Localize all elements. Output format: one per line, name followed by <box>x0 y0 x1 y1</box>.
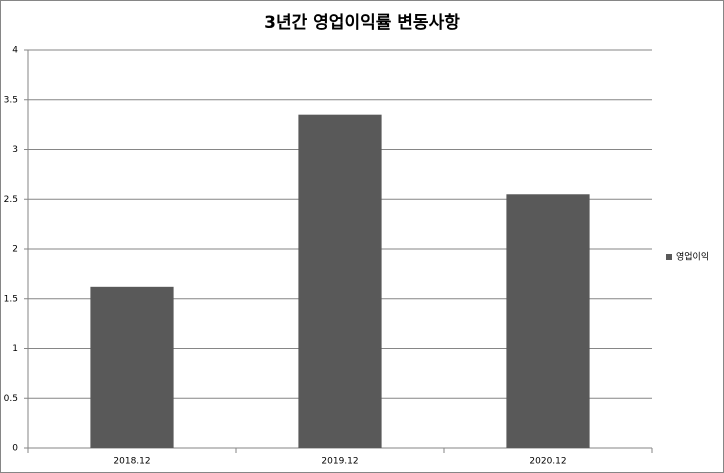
y-tick-label: 2 <box>12 245 18 255</box>
y-tick-label: 0 <box>12 444 18 454</box>
bar <box>506 194 590 448</box>
chart-title: 3년간 영업이익률 변동사항 <box>264 12 460 33</box>
y-tick-label: 1 <box>12 344 18 354</box>
y-tick-label: 0.5 <box>4 394 18 404</box>
x-tick-label: 2018.12 <box>113 457 150 467</box>
y-tick-label: 2.5 <box>4 195 18 205</box>
y-tick-label: 1.5 <box>4 294 18 304</box>
y-tick-label: 4 <box>12 46 18 56</box>
legend-swatch <box>666 254 672 260</box>
y-tick-label: 3 <box>12 145 18 155</box>
bar <box>298 114 382 449</box>
x-tick-label: 2020.12 <box>529 457 566 467</box>
legend-label: 영업이익 <box>676 251 709 263</box>
x-tick-label: 2019.12 <box>321 457 358 467</box>
bar <box>90 286 174 448</box>
y-tick-label: 3.5 <box>4 95 18 105</box>
